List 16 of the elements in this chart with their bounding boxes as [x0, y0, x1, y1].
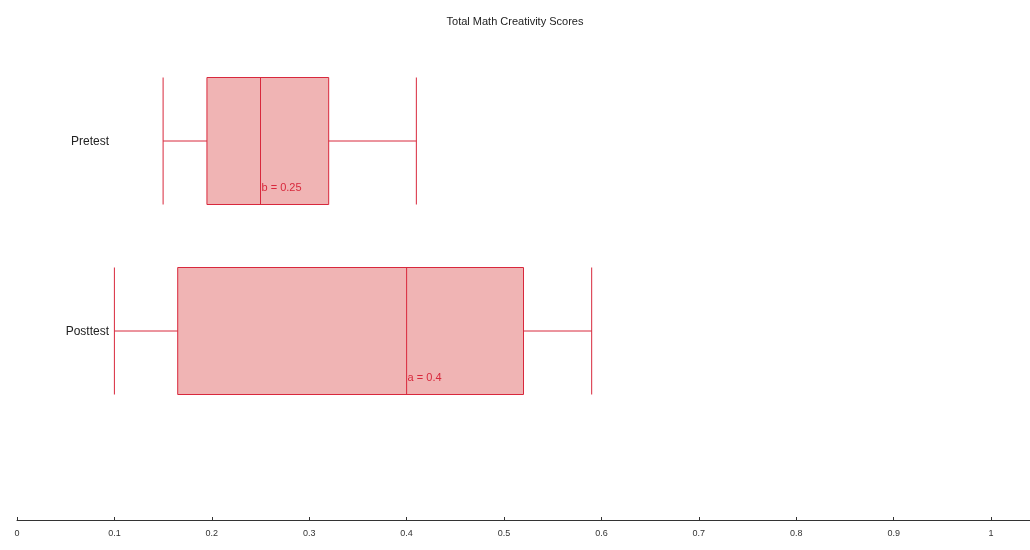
x-tick-label: 0.2: [205, 527, 219, 538]
annotation: b = 0.25: [261, 181, 302, 193]
x-tick-label: 0.6: [595, 527, 608, 538]
y-tick-label: Pretest: [70, 134, 110, 148]
x-tick-label: 0.1: [108, 527, 121, 538]
x-tick-label: 0.7: [692, 527, 706, 538]
x-tick-label: 0.8: [789, 527, 803, 538]
x-tick-label: 0.4: [400, 527, 413, 538]
annotation: a = 0.4: [407, 371, 442, 383]
x-tick-label: 1: [988, 527, 994, 538]
x-tick-label: 0.3: [302, 527, 316, 538]
x-tick-label: 0.9: [887, 527, 900, 538]
x-tick-label: 0.5: [497, 527, 511, 538]
chart-title: Total Math Creativity Scores: [446, 14, 584, 27]
y-tick-label: Posttest: [65, 324, 110, 338]
x-tick-label: 0: [14, 527, 20, 538]
